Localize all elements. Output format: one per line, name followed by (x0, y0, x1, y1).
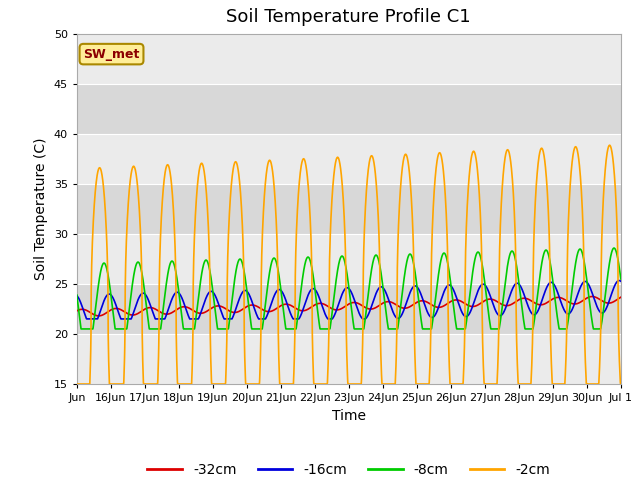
-2cm (381, 381, 389, 387)
-32cm (381, 299, 389, 305)
Bar (77, 84, 621, 134)
-8cm (609, 246, 617, 252)
-2cm (127, 171, 135, 177)
-2cm (244, 381, 252, 387)
-32cm (245, 303, 253, 309)
X-axis label: Time: Time (332, 408, 366, 422)
Line: -2cm: -2cm (77, 145, 621, 384)
-2cm (73, 381, 81, 387)
-16cm (127, 316, 135, 322)
-16cm (543, 283, 551, 289)
-32cm (543, 300, 551, 305)
Line: -32cm: -32cm (77, 297, 621, 316)
Bar (77, 284, 621, 334)
-8cm (543, 249, 551, 254)
-32cm (95, 313, 102, 319)
-32cm (513, 298, 520, 304)
-8cm (617, 276, 625, 282)
-16cm (513, 280, 520, 286)
Bar (77, 134, 621, 184)
-8cm (73, 292, 81, 298)
Legend: -32cm, -16cm, -8cm, -2cm: -32cm, -16cm, -8cm, -2cm (142, 457, 556, 480)
-32cm (617, 294, 625, 300)
-32cm (610, 299, 618, 305)
-2cm (543, 185, 551, 191)
-8cm (245, 303, 253, 309)
-2cm (617, 381, 625, 387)
-16cm (381, 289, 389, 295)
Bar (77, 334, 621, 384)
-16cm (245, 291, 253, 297)
-8cm (381, 305, 389, 311)
-2cm (609, 159, 617, 165)
-32cm (73, 308, 81, 314)
Line: -8cm: -8cm (77, 248, 621, 329)
-16cm (73, 293, 81, 299)
-2cm (513, 326, 520, 332)
-16cm (617, 278, 625, 284)
-32cm (588, 294, 596, 300)
-2cm (606, 143, 614, 148)
-8cm (513, 264, 520, 269)
Bar (77, 234, 621, 284)
-8cm (77, 326, 85, 332)
Bar (77, 34, 621, 84)
Bar (77, 184, 621, 234)
Title: Soil Temperature Profile C1: Soil Temperature Profile C1 (227, 9, 471, 26)
-16cm (83, 316, 91, 322)
-16cm (609, 286, 617, 292)
-8cm (610, 245, 618, 251)
Y-axis label: Soil Temperature (C): Soil Temperature (C) (34, 138, 48, 280)
Line: -16cm: -16cm (77, 280, 621, 319)
-8cm (127, 289, 135, 295)
-16cm (615, 277, 623, 283)
-32cm (127, 312, 135, 318)
Text: SW_met: SW_met (83, 48, 140, 60)
